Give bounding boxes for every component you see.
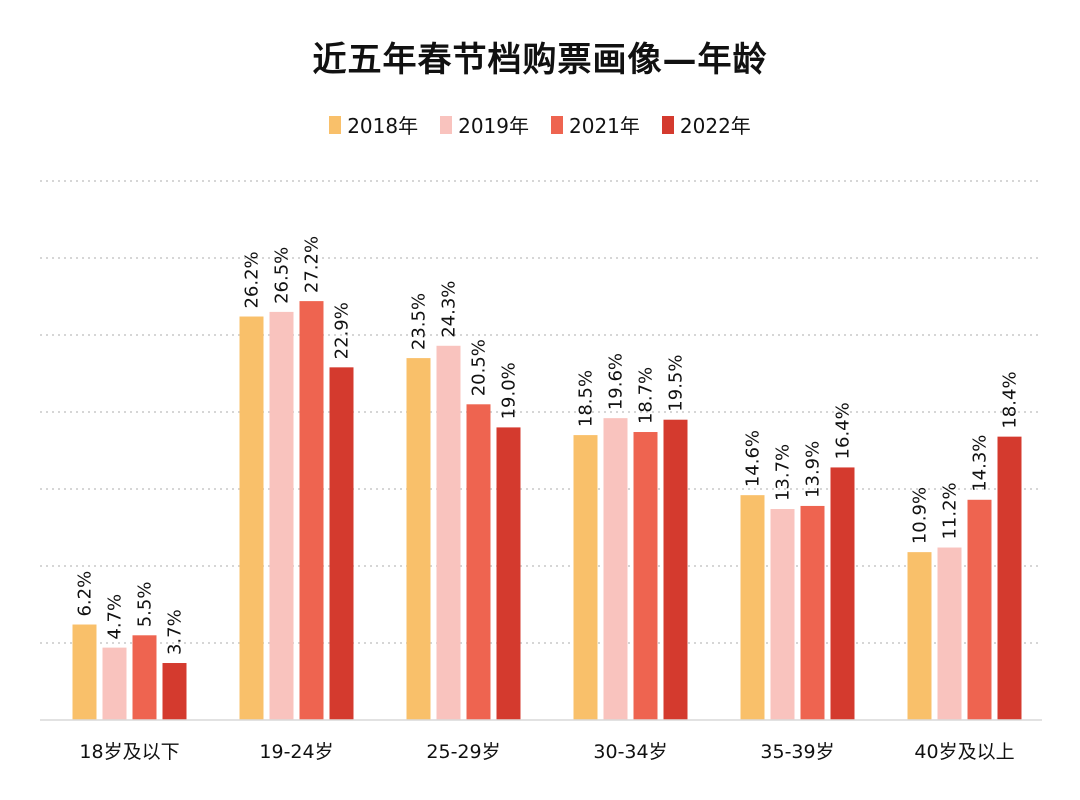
- x-tick-label: 18岁及以下: [79, 741, 179, 763]
- data-label: 13.7%: [773, 444, 794, 501]
- data-label: 19.5%: [666, 355, 687, 412]
- data-label: 14.3%: [970, 435, 991, 492]
- data-label: 5.5%: [135, 582, 156, 628]
- bar: [573, 435, 598, 720]
- bar: [162, 663, 187, 720]
- bar: [436, 345, 461, 720]
- data-label: 16.4%: [833, 402, 854, 459]
- bar: [740, 495, 765, 720]
- bar: [72, 624, 97, 720]
- data-label: 26.5%: [272, 247, 293, 304]
- x-tick-label: 35-39岁: [760, 741, 834, 763]
- bar: [406, 358, 431, 720]
- data-label: 19.0%: [499, 362, 520, 419]
- legend-item-2018: 2018年: [329, 110, 418, 139]
- data-label: 3.7%: [165, 609, 186, 655]
- legend-swatch-2018: [329, 115, 342, 134]
- bar: [907, 552, 932, 720]
- legend-item-2019: 2019年: [440, 110, 529, 139]
- x-tick-label: 40岁及以上: [914, 741, 1014, 763]
- bar: [603, 418, 628, 720]
- bar: [496, 427, 521, 720]
- bar: [830, 467, 855, 720]
- data-label: 13.9%: [803, 441, 824, 498]
- data-label: 18.7%: [636, 367, 657, 424]
- data-label: 10.9%: [910, 487, 931, 544]
- legend-item-2022: 2022年: [661, 110, 751, 139]
- chart-title: 近五年春节档购票画像—年龄: [312, 40, 768, 80]
- legend: 2018年 2019年 2021年 2022年: [0, 110, 1080, 139]
- bar: [299, 301, 324, 720]
- bar: [633, 432, 658, 720]
- legend-label-2018: 2018年: [347, 114, 419, 138]
- bar: [663, 419, 688, 720]
- legend-label-2021: 2021年: [569, 114, 640, 138]
- bar: [269, 311, 294, 720]
- legend-label-2019: 2019年: [458, 114, 529, 138]
- x-tick-label: 19-24岁: [259, 741, 333, 763]
- bar: [239, 316, 264, 720]
- data-label: 19.6%: [606, 353, 627, 410]
- bar: [770, 509, 795, 720]
- x-tick-label: 25-29岁: [426, 741, 500, 763]
- bar: [937, 547, 962, 720]
- data-label: 22.9%: [332, 302, 353, 359]
- bar: [967, 499, 992, 720]
- bar: [466, 404, 491, 720]
- legend-item-2021: 2021年: [551, 110, 640, 139]
- legend-swatch-2021: [551, 115, 563, 134]
- bar: [997, 436, 1022, 720]
- legend-swatch-2022: [661, 115, 674, 134]
- data-label: 18.5%: [576, 370, 597, 427]
- bar: [102, 647, 127, 720]
- data-label: 6.2%: [75, 571, 96, 617]
- legend-swatch-2019: [440, 115, 453, 134]
- data-label: 20.5%: [469, 339, 490, 396]
- data-label: 27.2%: [302, 236, 323, 293]
- bar: [329, 367, 354, 720]
- data-label: 18.4%: [1000, 371, 1021, 428]
- bar: [800, 505, 825, 720]
- data-label: 11.2%: [940, 482, 961, 539]
- x-tick-label: 30-34岁: [593, 741, 667, 763]
- legend-label-2022: 2022年: [679, 114, 751, 138]
- data-label: 14.6%: [743, 430, 764, 487]
- data-label: 23.5%: [409, 293, 430, 350]
- data-label: 4.7%: [105, 594, 126, 640]
- data-label: 24.3%: [439, 281, 460, 338]
- bar: [132, 635, 157, 720]
- data-label: 26.2%: [242, 251, 263, 308]
